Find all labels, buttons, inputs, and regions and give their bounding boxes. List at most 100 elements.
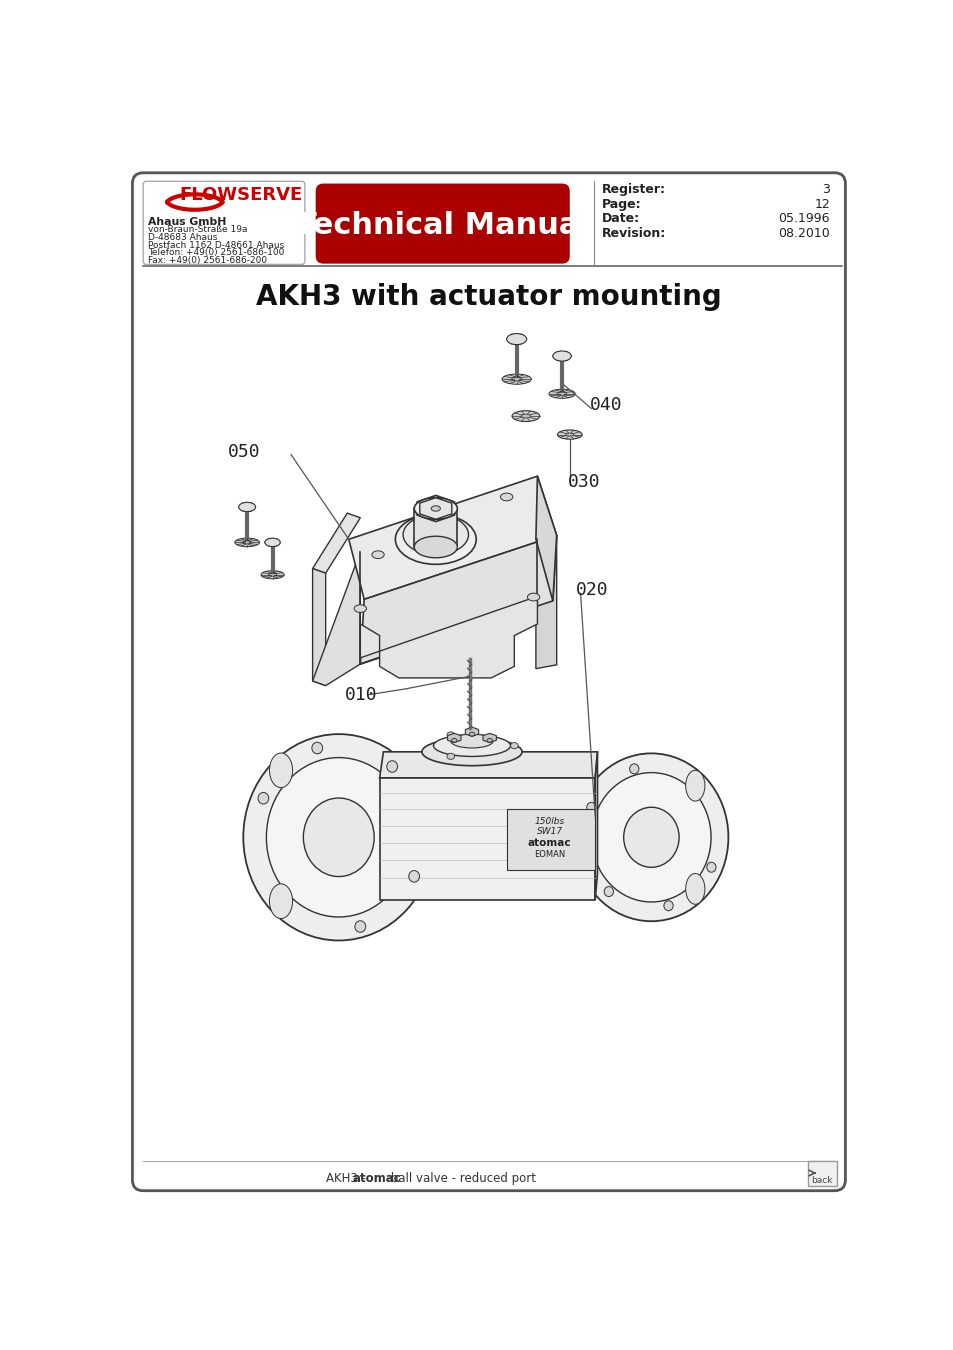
Text: 08.2010: 08.2010 bbox=[778, 227, 829, 240]
Polygon shape bbox=[482, 733, 496, 743]
Ellipse shape bbox=[685, 873, 704, 905]
Ellipse shape bbox=[414, 498, 456, 520]
Ellipse shape bbox=[386, 761, 397, 772]
Polygon shape bbox=[414, 509, 456, 547]
Polygon shape bbox=[360, 597, 537, 678]
FancyBboxPatch shape bbox=[315, 184, 569, 263]
Text: back: back bbox=[811, 1176, 832, 1185]
Text: 010: 010 bbox=[345, 686, 377, 703]
FancyBboxPatch shape bbox=[135, 176, 841, 1188]
Text: 050: 050 bbox=[228, 443, 260, 462]
Text: atomac: atomac bbox=[527, 838, 571, 848]
Ellipse shape bbox=[557, 429, 581, 439]
Ellipse shape bbox=[303, 798, 374, 876]
Text: ball valve - reduced port: ball valve - reduced port bbox=[387, 1172, 536, 1185]
Text: 150lbs: 150lbs bbox=[534, 817, 564, 826]
Text: von-Braun-Straße 19a: von-Braun-Straße 19a bbox=[148, 225, 247, 234]
Ellipse shape bbox=[689, 778, 698, 788]
Polygon shape bbox=[506, 335, 526, 344]
Ellipse shape bbox=[403, 514, 468, 555]
Ellipse shape bbox=[520, 414, 530, 418]
Polygon shape bbox=[595, 752, 597, 899]
Ellipse shape bbox=[451, 734, 493, 748]
Ellipse shape bbox=[266, 757, 411, 917]
Text: Ahaus GmbH: Ahaus GmbH bbox=[148, 217, 226, 227]
Polygon shape bbox=[536, 536, 557, 668]
Polygon shape bbox=[313, 552, 360, 686]
Text: Postfach 1162 D-48661 Ahaus: Postfach 1162 D-48661 Ahaus bbox=[148, 240, 284, 250]
Ellipse shape bbox=[269, 753, 293, 787]
Ellipse shape bbox=[706, 863, 716, 872]
Polygon shape bbox=[313, 568, 325, 686]
Ellipse shape bbox=[265, 539, 280, 547]
Polygon shape bbox=[360, 536, 557, 664]
Text: D-48683 Ahaus: D-48683 Ahaus bbox=[148, 232, 217, 242]
Ellipse shape bbox=[565, 433, 573, 436]
Text: 05.1996: 05.1996 bbox=[778, 212, 829, 225]
Text: Page:: Page: bbox=[601, 198, 641, 211]
Ellipse shape bbox=[685, 771, 704, 801]
Polygon shape bbox=[379, 778, 595, 899]
Ellipse shape bbox=[506, 333, 526, 344]
Polygon shape bbox=[465, 728, 478, 736]
Text: 020: 020 bbox=[576, 580, 608, 599]
Ellipse shape bbox=[511, 377, 521, 381]
Polygon shape bbox=[349, 477, 557, 599]
Ellipse shape bbox=[557, 392, 566, 396]
Text: AKH3 -: AKH3 - bbox=[325, 1172, 369, 1185]
Ellipse shape bbox=[238, 502, 255, 512]
Polygon shape bbox=[416, 495, 454, 521]
Ellipse shape bbox=[486, 738, 492, 742]
Ellipse shape bbox=[447, 732, 455, 738]
Polygon shape bbox=[447, 733, 460, 743]
Ellipse shape bbox=[527, 593, 539, 601]
Ellipse shape bbox=[500, 493, 513, 501]
Polygon shape bbox=[265, 539, 280, 545]
Ellipse shape bbox=[421, 738, 521, 765]
Ellipse shape bbox=[603, 887, 613, 896]
Ellipse shape bbox=[279, 902, 291, 914]
Text: 030: 030 bbox=[568, 474, 600, 491]
Text: Telefon: +49(0) 2561-686-100: Telefon: +49(0) 2561-686-100 bbox=[148, 248, 284, 258]
Ellipse shape bbox=[408, 871, 419, 882]
Text: Fax: +49(0) 2561-686-200: Fax: +49(0) 2561-686-200 bbox=[148, 256, 267, 265]
Polygon shape bbox=[238, 504, 255, 512]
Ellipse shape bbox=[257, 792, 269, 805]
FancyBboxPatch shape bbox=[807, 1161, 836, 1187]
Ellipse shape bbox=[312, 743, 322, 753]
FancyBboxPatch shape bbox=[132, 173, 844, 1191]
Polygon shape bbox=[419, 498, 452, 520]
Polygon shape bbox=[552, 351, 571, 360]
Ellipse shape bbox=[629, 764, 639, 774]
Ellipse shape bbox=[510, 743, 517, 749]
Ellipse shape bbox=[501, 374, 531, 385]
Ellipse shape bbox=[469, 732, 475, 736]
Text: SW17: SW17 bbox=[537, 828, 562, 837]
Text: EOMAN: EOMAN bbox=[534, 850, 565, 860]
Ellipse shape bbox=[395, 514, 476, 564]
Ellipse shape bbox=[512, 410, 539, 421]
Polygon shape bbox=[506, 809, 595, 871]
Ellipse shape bbox=[355, 921, 365, 933]
Ellipse shape bbox=[243, 541, 252, 544]
Polygon shape bbox=[536, 477, 557, 601]
Ellipse shape bbox=[372, 551, 384, 559]
Ellipse shape bbox=[552, 351, 571, 360]
Ellipse shape bbox=[354, 605, 366, 613]
Polygon shape bbox=[313, 513, 360, 574]
Text: 12: 12 bbox=[814, 198, 829, 211]
Ellipse shape bbox=[586, 802, 596, 813]
Ellipse shape bbox=[261, 571, 284, 579]
Text: atomac: atomac bbox=[353, 1172, 401, 1185]
Text: AKH3 with actuator mounting: AKH3 with actuator mounting bbox=[255, 282, 721, 310]
Text: FLOWSERVE: FLOWSERVE bbox=[179, 186, 302, 204]
Text: Technical Manual: Technical Manual bbox=[295, 211, 589, 240]
Text: Date:: Date: bbox=[601, 212, 639, 225]
Text: 040: 040 bbox=[589, 397, 621, 414]
Ellipse shape bbox=[623, 807, 679, 867]
Ellipse shape bbox=[574, 753, 728, 921]
Ellipse shape bbox=[269, 884, 293, 918]
Ellipse shape bbox=[548, 389, 575, 398]
Text: Register:: Register: bbox=[601, 184, 665, 196]
Ellipse shape bbox=[591, 772, 710, 902]
